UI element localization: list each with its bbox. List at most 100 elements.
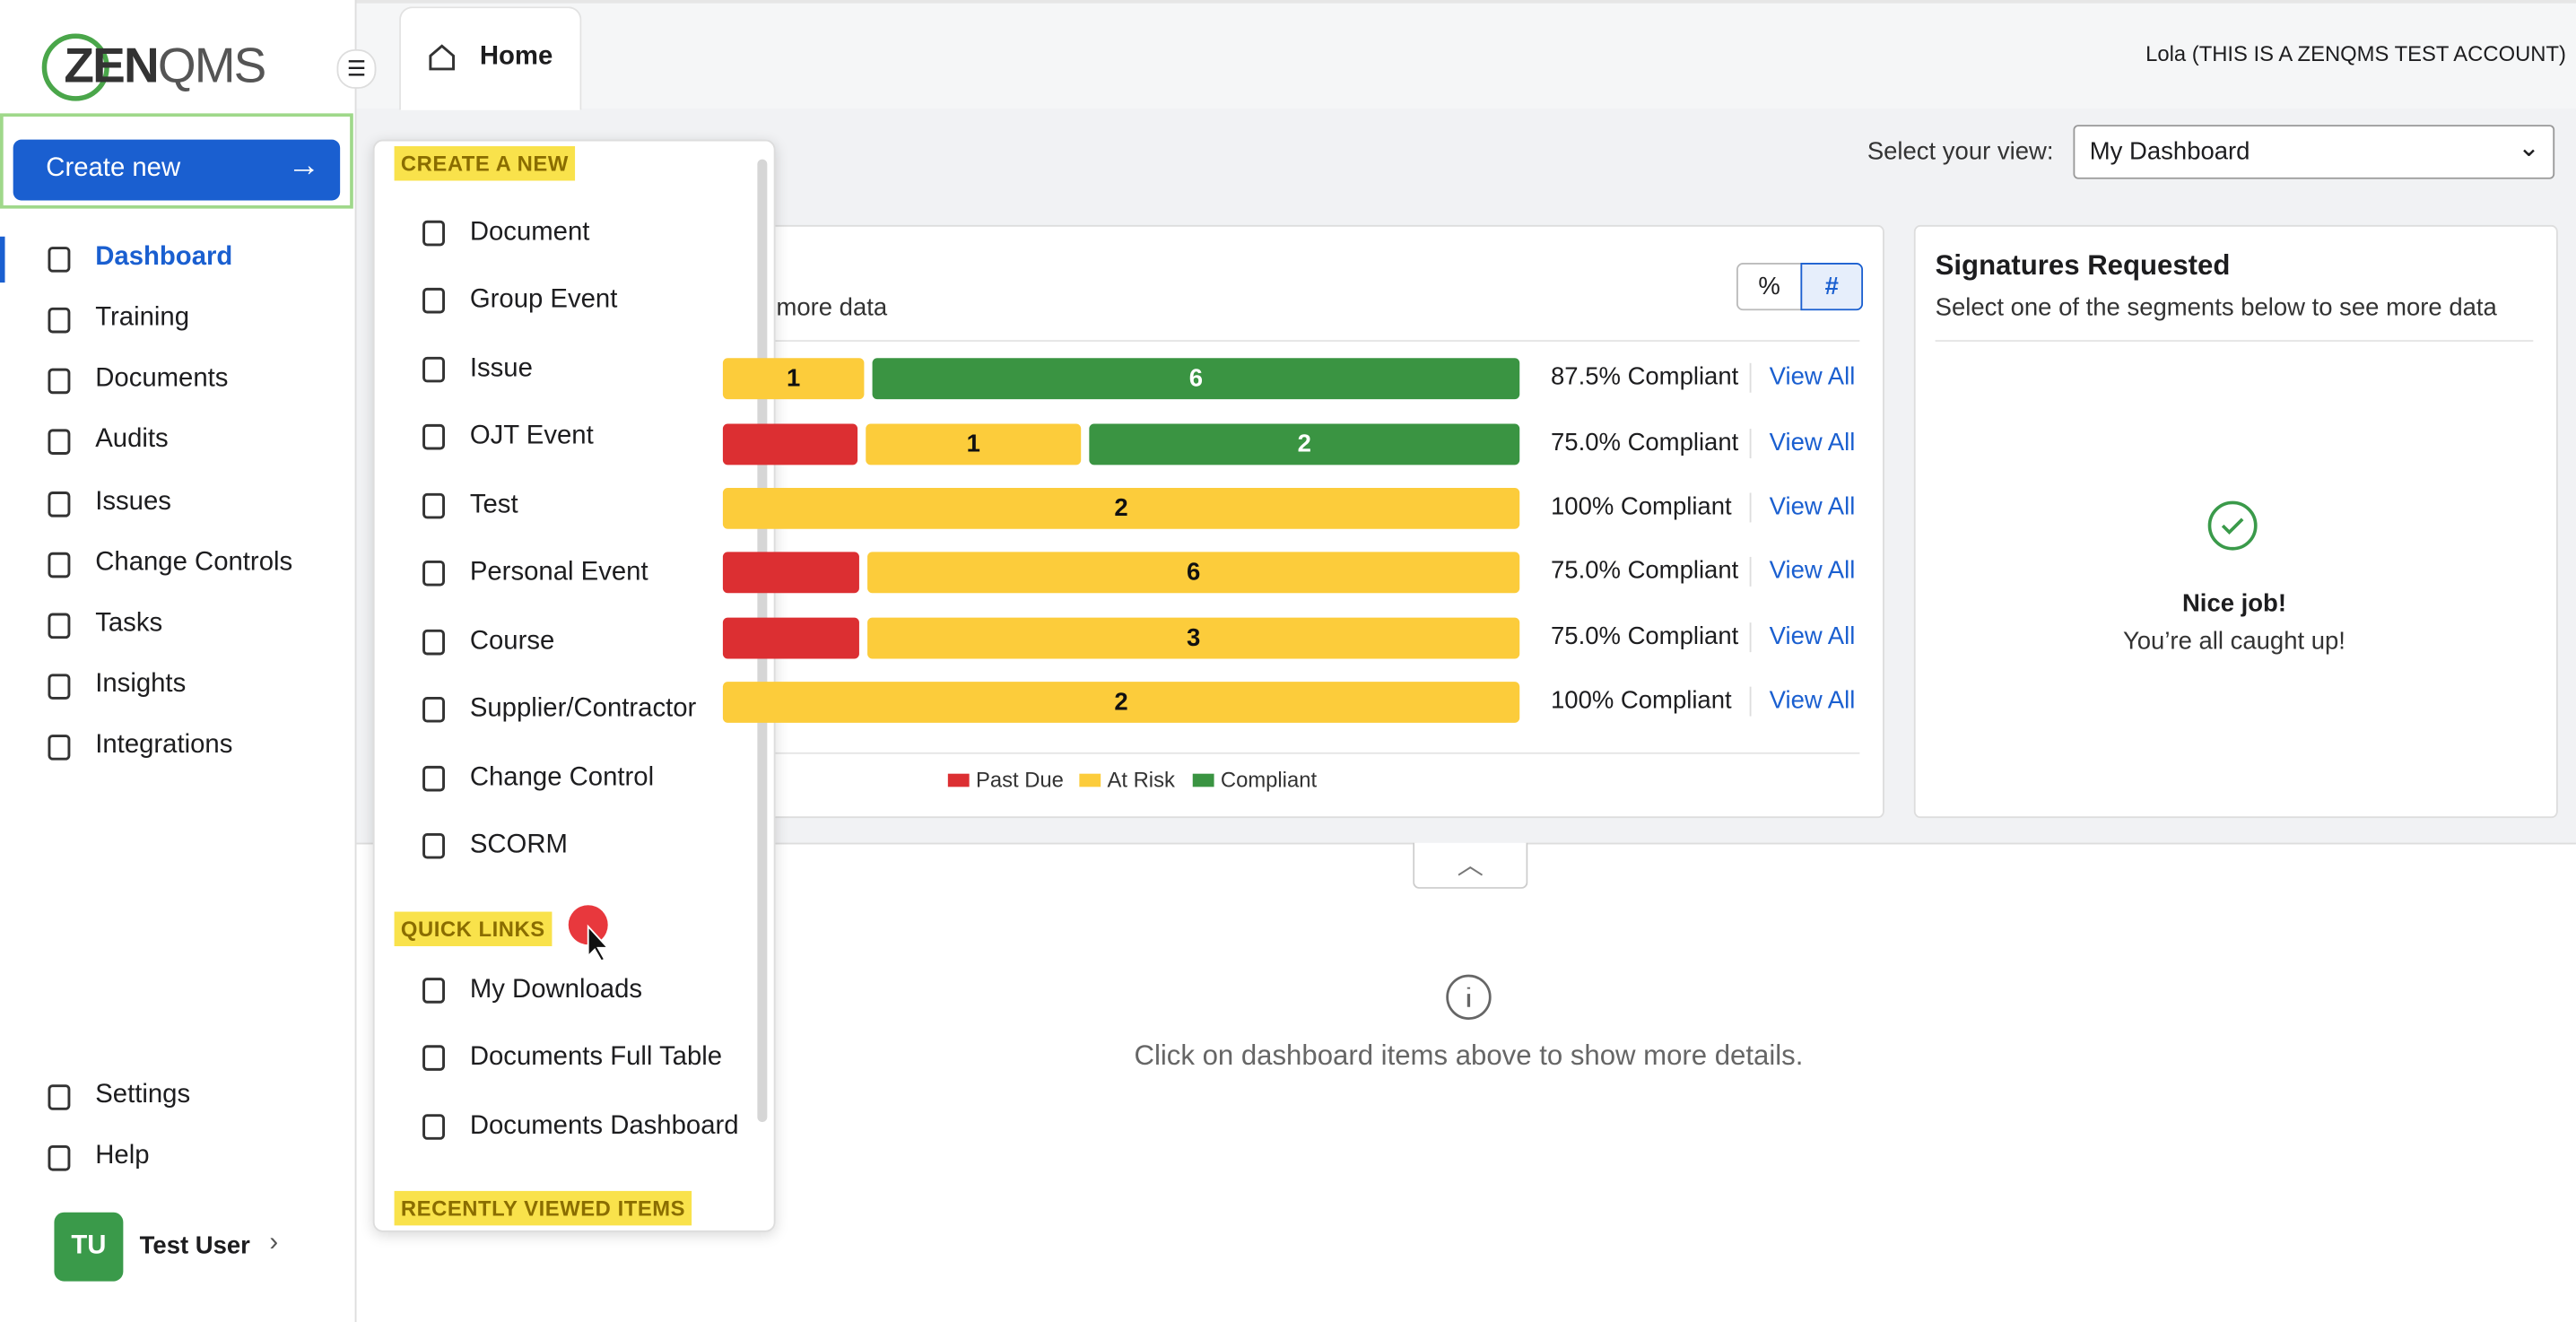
- menu-item[interactable]: OJT Event: [469, 422, 594, 450]
- collapse-button[interactable]: ☰: [336, 48, 377, 89]
- top-bar: [356, 0, 2576, 112]
- user-name[interactable]: Test User: [139, 1231, 250, 1260]
- menu-item[interactable]: Issue: [469, 354, 533, 383]
- icon: [422, 1045, 445, 1071]
- info-icon: [1446, 974, 1492, 1020]
- menu-item[interactable]: Change Control: [469, 763, 655, 792]
- icon: [48, 674, 71, 700]
- menu-item[interactable]: Document: [469, 218, 590, 247]
- icon: [422, 220, 445, 247]
- legend-label: At Risk: [1107, 767, 1175, 792]
- legend-swatch: [1079, 773, 1101, 787]
- icon: [422, 356, 445, 383]
- menu-item[interactable]: Test: [469, 491, 518, 519]
- nav-item[interactable]: Integrations: [95, 731, 233, 760]
- icon: [422, 560, 445, 587]
- legend-swatch: [1192, 773, 1214, 787]
- divider: [1749, 492, 1752, 523]
- menu-item[interactable]: Documents Dashboard: [469, 1111, 739, 1141]
- bar-segment[interactable]: 1: [866, 423, 1082, 465]
- bar-segment[interactable]: 2: [722, 487, 1520, 529]
- icon: [422, 832, 445, 859]
- bar-segment[interactable]: 6: [867, 552, 1520, 594]
- divider: [1749, 362, 1752, 393]
- toggle-percent[interactable]: %: [1736, 263, 1803, 311]
- nav-item[interactable]: Issues: [95, 487, 171, 517]
- menu-heading: QUICK LINKS: [394, 911, 553, 947]
- legend-label: Compliant: [1220, 767, 1318, 792]
- view-all-link[interactable]: View All: [1769, 362, 1856, 391]
- nav-item[interactable]: Documents: [95, 364, 229, 393]
- bar-segment[interactable]: [722, 423, 858, 465]
- sidebar: [0, 0, 357, 1322]
- user-chevron[interactable]: ›: [269, 1229, 279, 1257]
- sig-message: You’re all caught up!: [2122, 627, 2345, 656]
- signatures-card: [1913, 224, 2558, 819]
- compliance: 75.0% Compliant: [1551, 556, 1739, 586]
- icon: [422, 492, 445, 519]
- bar-segment[interactable]: 1: [722, 358, 865, 400]
- sig-subtitle: Select one of the segments below to see …: [1935, 293, 2497, 322]
- create-new-label: Create new: [46, 154, 181, 183]
- nav-item[interactable]: Settings: [95, 1081, 191, 1109]
- view-all-link[interactable]: View All: [1769, 622, 1856, 651]
- logo-ring: [41, 33, 109, 101]
- nav-item[interactable]: Training: [95, 303, 190, 332]
- compliance: 100% Compliant: [1551, 492, 1732, 521]
- bar-segment[interactable]: 6: [872, 358, 1520, 400]
- view-all-link[interactable]: View All: [1769, 492, 1856, 521]
- menu-item[interactable]: Group Event: [469, 285, 618, 314]
- compliance: 100% Compliant: [1551, 686, 1732, 715]
- menu-item[interactable]: Supplier/Contractor: [469, 694, 697, 723]
- menu-item[interactable]: Personal Event: [469, 558, 648, 587]
- tab-label: Home: [479, 42, 553, 71]
- icon: [48, 368, 71, 395]
- icon: [48, 491, 71, 517]
- view-all-link[interactable]: View All: [1769, 686, 1856, 715]
- nav-item[interactable]: Insights: [95, 670, 187, 699]
- bar-segment[interactable]: [722, 552, 859, 594]
- bar-segment[interactable]: 2: [722, 682, 1520, 723]
- menu-item[interactable]: Course: [469, 627, 555, 656]
- create-menu: [372, 139, 776, 1232]
- compliance: 87.5% Compliant: [1551, 362, 1739, 391]
- toggle-count[interactable]: #: [1800, 263, 1864, 311]
- highlight-box: [0, 113, 353, 209]
- bar-segment[interactable]: 2: [1089, 423, 1520, 465]
- logo-qms: QMS: [157, 39, 267, 94]
- menu-item[interactable]: My Downloads: [469, 975, 643, 1005]
- nav-item[interactable]: Tasks: [95, 609, 163, 638]
- check-icon: [2207, 500, 2258, 551]
- compliance: 75.0% Compliant: [1551, 429, 1739, 457]
- icon: [422, 423, 445, 450]
- divider: [1749, 556, 1752, 587]
- menu-heading: RECENTLY VIEWED ITEMS: [394, 1190, 692, 1226]
- view-select[interactable]: My Dashboard ⌄: [2073, 125, 2555, 179]
- compliance: 75.0% Compliant: [1551, 622, 1739, 651]
- nav-item[interactable]: Dashboard: [95, 243, 233, 272]
- menu-item[interactable]: Documents Full Table: [469, 1043, 723, 1072]
- icon: [48, 429, 71, 455]
- icon: [48, 613, 71, 639]
- logo: ZENQMS: [64, 39, 267, 95]
- create-new-button[interactable]: Create new →: [13, 139, 341, 201]
- nav-item[interactable]: Audits: [95, 425, 169, 454]
- sig-message-title: Nice job!: [2181, 589, 2286, 618]
- icon: [48, 1084, 71, 1110]
- view-label: Select your view:: [1867, 137, 2054, 166]
- bar-segment[interactable]: [722, 617, 859, 659]
- divider: [1749, 622, 1752, 653]
- view-all-link[interactable]: View All: [1769, 429, 1856, 457]
- legend-swatch: [947, 773, 970, 787]
- nav-item[interactable]: Change Controls: [95, 548, 293, 577]
- view-all-link[interactable]: View All: [1769, 556, 1856, 586]
- menu-heading: CREATE A NEW: [394, 146, 576, 181]
- icon: [422, 1114, 445, 1140]
- nav-item[interactable]: Help: [95, 1141, 150, 1170]
- icon: [48, 307, 71, 334]
- icon: [422, 765, 445, 792]
- menu-item[interactable]: SCORM: [469, 831, 568, 859]
- bar-segment[interactable]: 3: [867, 617, 1520, 659]
- collapse-tab[interactable]: ︿: [1413, 842, 1528, 889]
